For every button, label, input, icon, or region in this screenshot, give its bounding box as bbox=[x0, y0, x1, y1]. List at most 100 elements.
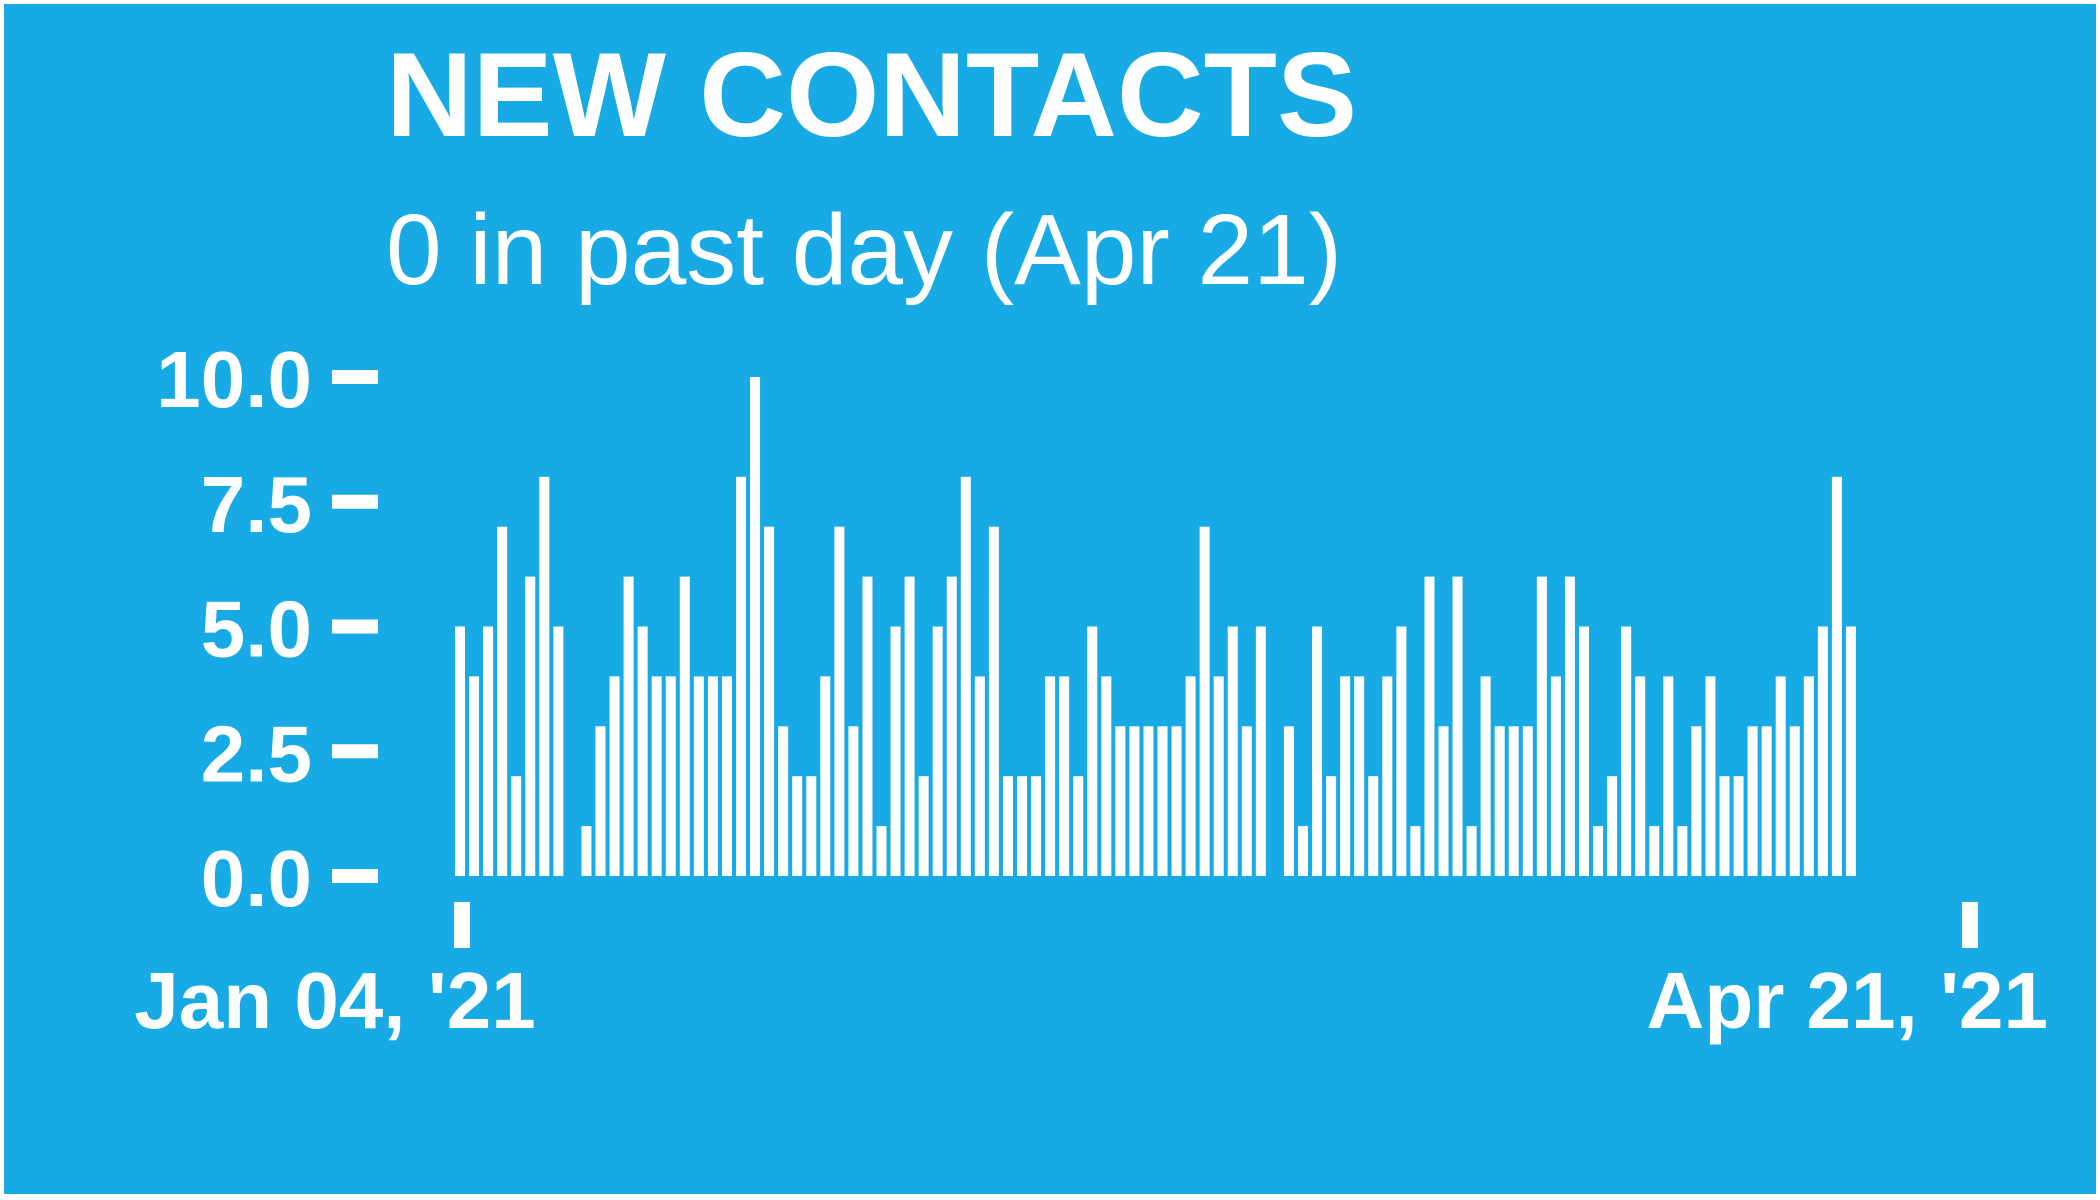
bar bbox=[1649, 826, 1660, 876]
bar bbox=[1536, 576, 1547, 876]
bar bbox=[1593, 826, 1604, 876]
bar bbox=[1157, 726, 1168, 876]
bar bbox=[1438, 726, 1449, 876]
bar bbox=[1101, 676, 1112, 876]
x-tick bbox=[1962, 902, 1978, 948]
bar bbox=[525, 576, 536, 876]
bar bbox=[1045, 676, 1056, 876]
bar bbox=[483, 626, 494, 876]
bar bbox=[1382, 676, 1393, 876]
bar bbox=[960, 476, 971, 876]
bar bbox=[820, 676, 831, 876]
bar bbox=[904, 576, 915, 876]
bar bbox=[1017, 776, 1027, 876]
bar bbox=[1129, 726, 1140, 876]
bar bbox=[1185, 676, 1196, 876]
bar bbox=[637, 626, 648, 876]
bar bbox=[1677, 826, 1688, 876]
y-tick bbox=[332, 744, 378, 759]
y-tick-label: 5.0 bbox=[201, 585, 312, 674]
bar bbox=[764, 526, 775, 876]
bar bbox=[1298, 826, 1308, 876]
bar bbox=[497, 526, 508, 876]
bar bbox=[1073, 776, 1084, 876]
chart-svg: NEW CONTACTS 0 in past day (Apr 21) 0.0 2… bbox=[134, 28, 2048, 1045]
bar bbox=[1452, 576, 1463, 876]
bar bbox=[1326, 776, 1337, 876]
bar bbox=[1550, 676, 1561, 876]
chart-subtitle: 0 in past day (Apr 21) bbox=[386, 194, 1342, 306]
bar bbox=[1031, 776, 1042, 876]
bar bbox=[736, 476, 746, 876]
bar bbox=[1579, 626, 1589, 876]
y-axis: 0.0 2.5 5.0 7.5 10.0 bbox=[156, 335, 378, 923]
chart-panel: NEW CONTACTS 0 in past day (Apr 21) 0.0 2… bbox=[4, 4, 2096, 1194]
y-tick-label: 7.5 bbox=[201, 460, 312, 549]
bar bbox=[1354, 676, 1365, 876]
bar bbox=[1564, 576, 1575, 876]
chart-title: NEW CONTACTS bbox=[386, 28, 1357, 162]
bar bbox=[1283, 726, 1294, 876]
bar bbox=[1607, 776, 1618, 876]
bar bbox=[721, 676, 732, 876]
bars-group bbox=[455, 377, 1856, 876]
y-tick bbox=[332, 869, 378, 883]
bar bbox=[1115, 726, 1126, 876]
bar bbox=[806, 776, 817, 876]
bar bbox=[1368, 776, 1379, 876]
bar bbox=[1059, 676, 1070, 876]
bar bbox=[1002, 776, 1013, 876]
bar bbox=[1845, 626, 1856, 876]
x-tick-label: Apr 21, '21 bbox=[1647, 956, 2048, 1045]
bar bbox=[834, 526, 845, 876]
bar bbox=[932, 626, 943, 876]
y-tick bbox=[332, 619, 378, 634]
bar bbox=[651, 676, 662, 876]
bar bbox=[1480, 676, 1491, 876]
bar bbox=[876, 826, 887, 876]
bar bbox=[609, 676, 620, 876]
bar bbox=[1733, 776, 1744, 876]
bar bbox=[1312, 626, 1323, 876]
bar bbox=[974, 676, 985, 876]
x-tick-label: Jan 04, '21 bbox=[134, 956, 536, 1045]
bar bbox=[1817, 626, 1828, 876]
bar bbox=[553, 626, 564, 876]
x-axis: Jan 04, '21 Apr 21, '21 bbox=[134, 902, 2048, 1045]
bar bbox=[1424, 576, 1435, 876]
bar bbox=[469, 676, 480, 876]
bar bbox=[1143, 726, 1154, 876]
bar bbox=[1340, 676, 1351, 876]
bar bbox=[1803, 676, 1814, 876]
bar bbox=[1410, 826, 1421, 876]
bar bbox=[1831, 476, 1842, 876]
bar bbox=[665, 676, 676, 876]
bar bbox=[595, 726, 606, 876]
y-tick-label: 0.0 bbox=[201, 834, 312, 923]
bar bbox=[679, 576, 690, 876]
bar bbox=[539, 476, 550, 876]
bar bbox=[511, 776, 522, 876]
bar bbox=[1522, 726, 1533, 876]
bar bbox=[792, 776, 803, 876]
bar bbox=[1635, 676, 1646, 876]
bar bbox=[623, 576, 634, 876]
y-tick bbox=[332, 494, 378, 509]
bar bbox=[1466, 826, 1477, 876]
bar bbox=[946, 576, 957, 876]
bar bbox=[1621, 626, 1632, 876]
bar bbox=[1396, 626, 1407, 876]
y-tick-label: 2.5 bbox=[201, 709, 312, 798]
bar bbox=[1199, 526, 1210, 876]
bar bbox=[1789, 726, 1800, 876]
bar bbox=[988, 526, 999, 876]
bar bbox=[693, 676, 704, 876]
bar bbox=[581, 826, 592, 876]
bar bbox=[1705, 676, 1716, 876]
bar bbox=[1663, 676, 1674, 876]
bar bbox=[455, 626, 465, 876]
bar bbox=[862, 576, 873, 876]
bar bbox=[848, 726, 859, 876]
bar bbox=[1171, 726, 1182, 876]
bar bbox=[1719, 776, 1730, 876]
